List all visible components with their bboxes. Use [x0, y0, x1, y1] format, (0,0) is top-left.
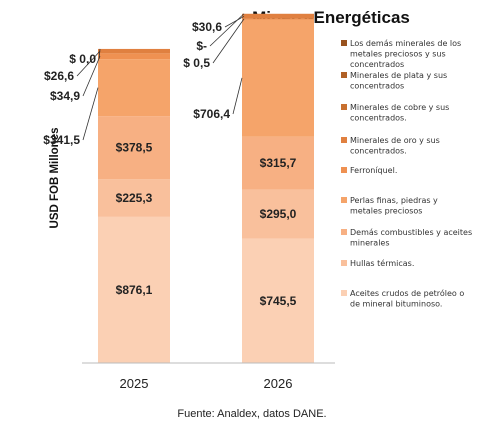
legend-label: Los demás minerales de los metales precio…: [350, 39, 461, 69]
bar-segment: [98, 216, 170, 363]
data-label: $876,1: [116, 283, 153, 297]
bar-segment: [242, 238, 314, 363]
legend-label: Minerales de oro y sus concentrados.: [350, 136, 440, 156]
bar-segment: [98, 116, 170, 180]
data-label: $341,5: [43, 133, 80, 147]
legend-label: Minerales de cobre y sus concentrados.: [350, 103, 449, 123]
data-label: $706,4: [193, 107, 230, 121]
legend-label: Ferroníquel.: [350, 166, 397, 175]
data-label: $34,9: [50, 89, 80, 103]
leader-line: [98, 48, 101, 60]
data-label: $378,5: [116, 141, 153, 155]
y-axis-label: USD FOB Millones: [49, 128, 61, 229]
leader-line: [209, 13, 245, 47]
data-label: $315,7: [260, 156, 297, 170]
x-ticks-group: 2025 2026: [120, 376, 293, 391]
legend-swatch: [341, 167, 347, 173]
legend-label: Perlas finas, piedras y metales preciosos: [350, 196, 438, 216]
leader-line: [76, 50, 101, 77]
legend-swatch: [341, 40, 347, 46]
bar-segment: [242, 18, 314, 137]
data-label: $745,5: [260, 294, 297, 308]
legend-label: Minerales de plata y sus concentrados: [350, 71, 447, 91]
leader-line: [82, 56, 101, 97]
bar-segment: [98, 53, 170, 60]
legend-swatch: [341, 290, 347, 296]
legend-swatch: [341, 104, 347, 110]
legend-swatch: [341, 260, 347, 266]
x-tick-label: 2026: [264, 376, 293, 391]
bar-segment: [242, 13, 314, 19]
legend-swatch: [341, 137, 347, 143]
leader-line: [224, 15, 245, 28]
bar-segment: [98, 179, 170, 217]
data-label: $-: [196, 39, 207, 53]
legend-swatch: [341, 197, 347, 203]
legend-label: Hullas térmicas.: [350, 258, 414, 268]
data-label: $ 0,0: [69, 52, 96, 66]
leader-line: [232, 77, 243, 115]
leader-line: [212, 18, 245, 64]
legend-swatch: [341, 72, 347, 78]
legend-swatch: [341, 229, 347, 235]
data-label: $225,3: [116, 191, 153, 205]
data-label: $295,0: [260, 207, 297, 221]
legend-label: Demás combustibles y aceites minerales: [350, 228, 472, 248]
legend: Los demás minerales de los metales precio…: [341, 39, 472, 309]
bar-segment: [242, 18, 314, 20]
bar-segment: [98, 48, 170, 54]
legend-label: Aceites crudos de petróleo o de mineral b…: [350, 288, 464, 309]
bar-segment: [242, 136, 314, 190]
data-label: $ 0,5: [183, 56, 210, 70]
bar-segment: [98, 59, 170, 117]
bars-group: [98, 13, 314, 363]
data-labels-group: $876,1 $225,3 $378,5 $341,5 $34,9 $26,6 $ 0,0 $…: [43, 13, 297, 308]
data-label: $26,6: [44, 69, 74, 83]
source-note: Fuente: Analdex, datos DANE.: [177, 408, 326, 420]
x-tick-label: 2025: [120, 376, 149, 391]
leader-line: [82, 87, 99, 141]
data-label: $30,6: [192, 20, 222, 34]
bar-segment: [242, 189, 314, 239]
